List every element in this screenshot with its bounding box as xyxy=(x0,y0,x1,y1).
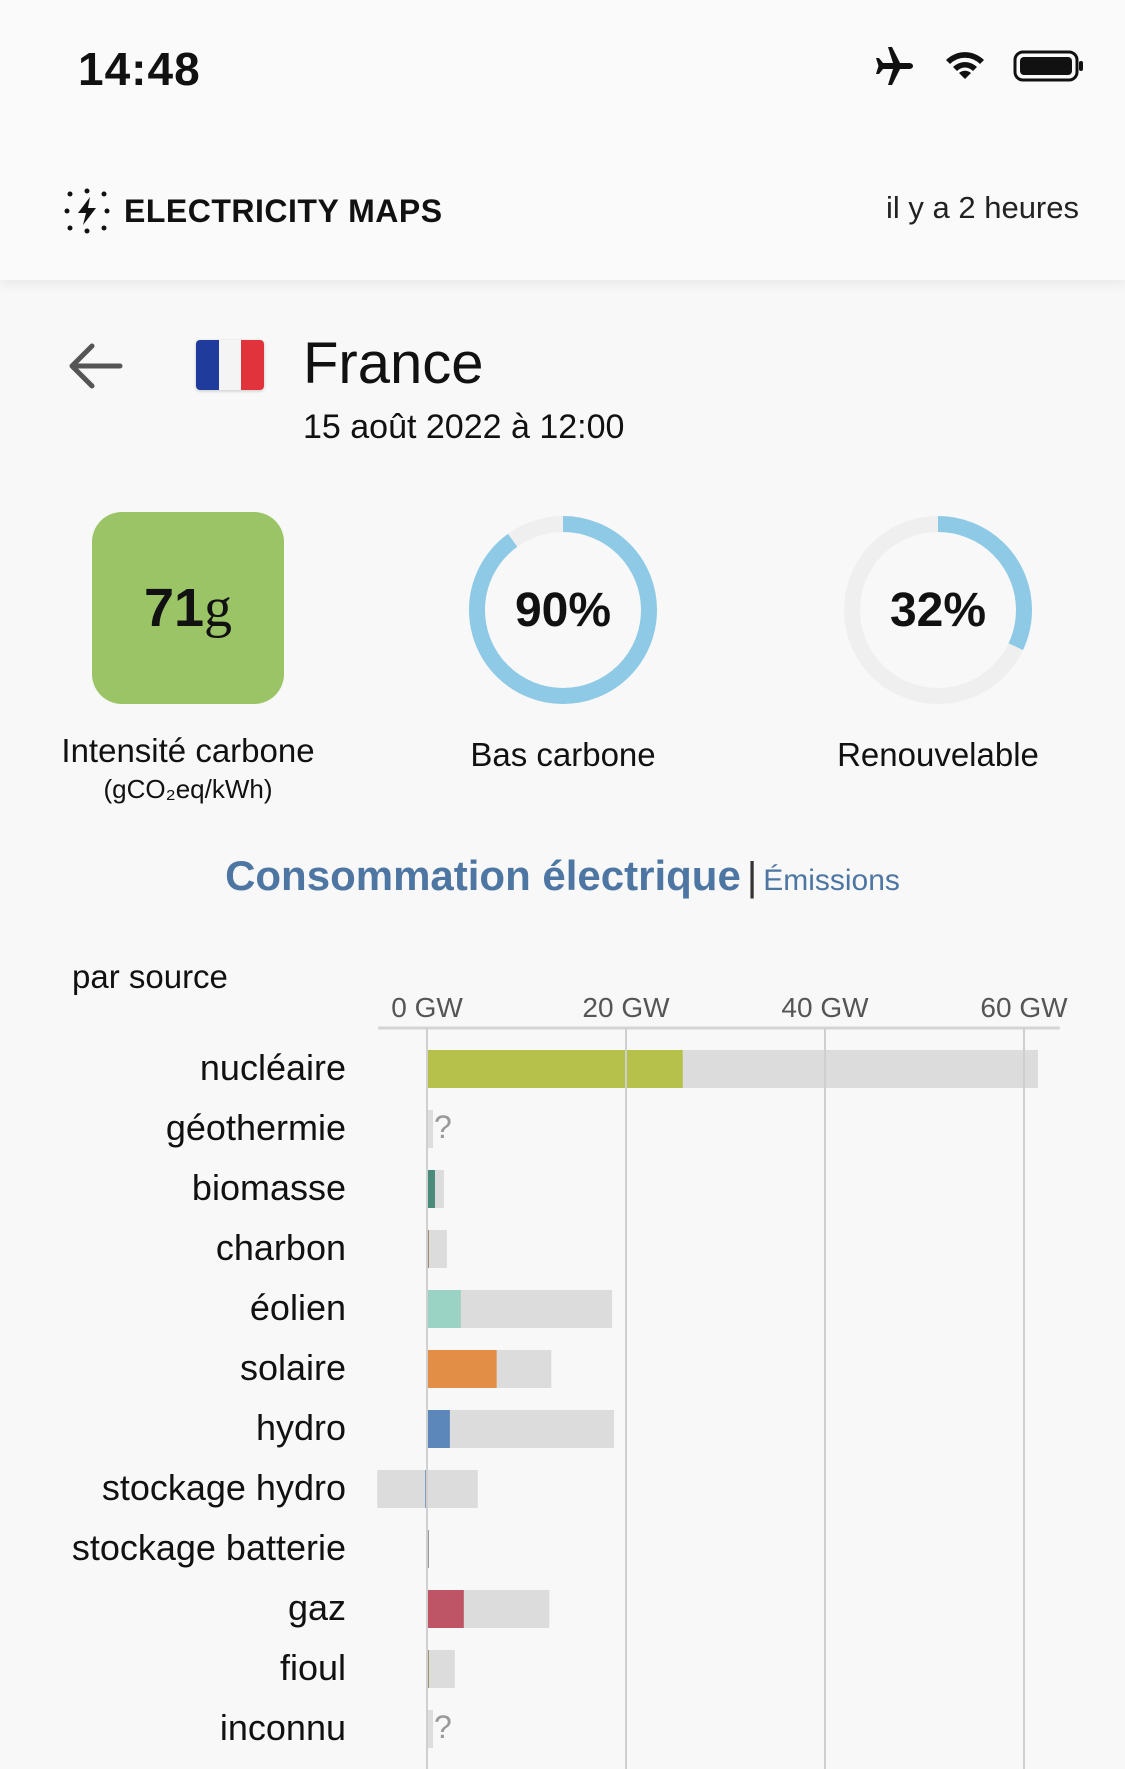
carbon-intensity-label: Intensité carbone xyxy=(61,732,315,769)
capacity-bar xyxy=(427,1650,455,1688)
production-bar xyxy=(427,1350,497,1388)
renewable-label: Renouvelable xyxy=(837,736,1039,773)
source-label: fioul xyxy=(279,1647,346,1688)
low-carbon-ring: 90% xyxy=(465,512,661,708)
capacity-bar xyxy=(427,1410,615,1448)
back-arrow-icon[interactable] xyxy=(66,340,126,392)
carbon-intensity-box: 71 g xyxy=(92,512,284,704)
electricity-maps-logo-icon xyxy=(64,188,110,234)
status-time: 14:48 xyxy=(78,43,201,95)
x-tick-label: 40 GW xyxy=(781,992,869,1023)
last-updated: il y a 2 heures xyxy=(886,190,1079,225)
production-bar xyxy=(427,1290,461,1328)
capacity-bar xyxy=(427,1230,447,1268)
app-header: ELECTRICITY MAPS il y a 2 heures xyxy=(0,140,1125,280)
capacity-bar xyxy=(427,1470,478,1508)
status-icons xyxy=(873,46,1085,86)
unknown-value-mark: ? xyxy=(434,1709,452,1745)
low-carbon-label: Bas carbone xyxy=(470,736,656,773)
status-bar: 14:48 xyxy=(0,0,1125,140)
source-label: géothermie xyxy=(165,1107,346,1148)
tab-emissions[interactable]: Émissions xyxy=(763,864,900,897)
source-label: biomasse xyxy=(191,1167,346,1208)
low-carbon-value: 90% xyxy=(514,583,612,637)
renewable-value: 32% xyxy=(889,583,987,637)
renewable-ring: 32% xyxy=(840,512,1036,708)
carbon-intensity-metric: 71 g Intensité carbone (gCO₂eq/kWh) xyxy=(28,512,348,805)
tab-consumption[interactable]: Consommation électrique xyxy=(225,852,741,899)
wifi-icon xyxy=(946,52,984,79)
capacity-bar-negative xyxy=(377,1470,427,1508)
production-bar xyxy=(427,1170,435,1208)
zone-date: 15 août 2022 à 12:00 xyxy=(303,408,625,446)
battery-icon xyxy=(1013,50,1083,82)
low-carbon-metric: 90% Bas carbone xyxy=(403,512,723,774)
production-bar xyxy=(427,1590,464,1628)
x-tick-label: 60 GW xyxy=(980,992,1068,1023)
carbon-intensity-unit: g xyxy=(204,577,233,639)
source-label: éolien xyxy=(249,1287,346,1328)
source-label: nucléaire xyxy=(199,1047,346,1088)
carbon-intensity-value: 71 xyxy=(143,578,205,638)
source-label: solaire xyxy=(239,1347,346,1388)
x-tick-label: 0 GW xyxy=(391,992,463,1023)
source-label: charbon xyxy=(215,1227,346,1268)
x-tick-label: 20 GW xyxy=(582,992,670,1023)
renewable-metric: 32% Renouvelable xyxy=(778,512,1098,774)
production-chart-svg xyxy=(377,1026,1060,1769)
production-bar xyxy=(427,1410,450,1448)
zone-header: France 15 août 2022 à 12:00 xyxy=(0,320,1125,460)
source-label: inconnu xyxy=(219,1707,346,1748)
source-label: stockage hydro xyxy=(101,1467,346,1508)
airplane-icon xyxy=(876,47,913,85)
low-carbon-ring-fill xyxy=(469,516,657,704)
production-chart: nucléaire géothermie? biomasse charbon éolie… xyxy=(0,980,1125,1769)
tab-separator: | xyxy=(746,855,758,899)
carbon-intensity-unit-label: (gCO₂eq/kWh) xyxy=(103,774,273,804)
source-label: gaz xyxy=(287,1587,346,1628)
brand-logo[interactable]: ELECTRICITY MAPS xyxy=(64,188,443,234)
renewable-ring-fill xyxy=(844,516,1032,704)
production-bar xyxy=(427,1050,683,1088)
france-flag-icon xyxy=(196,340,264,390)
chart-subtitle: par source xyxy=(72,958,228,995)
zone-name: France xyxy=(303,331,484,396)
chart-tabs: Consommation électrique | Émissions xyxy=(0,852,1125,900)
source-label: hydro xyxy=(255,1407,346,1448)
source-label: stockage batterie xyxy=(71,1527,346,1568)
brand-name: ELECTRICITY MAPS xyxy=(124,192,443,229)
unknown-value-mark: ? xyxy=(434,1109,452,1145)
